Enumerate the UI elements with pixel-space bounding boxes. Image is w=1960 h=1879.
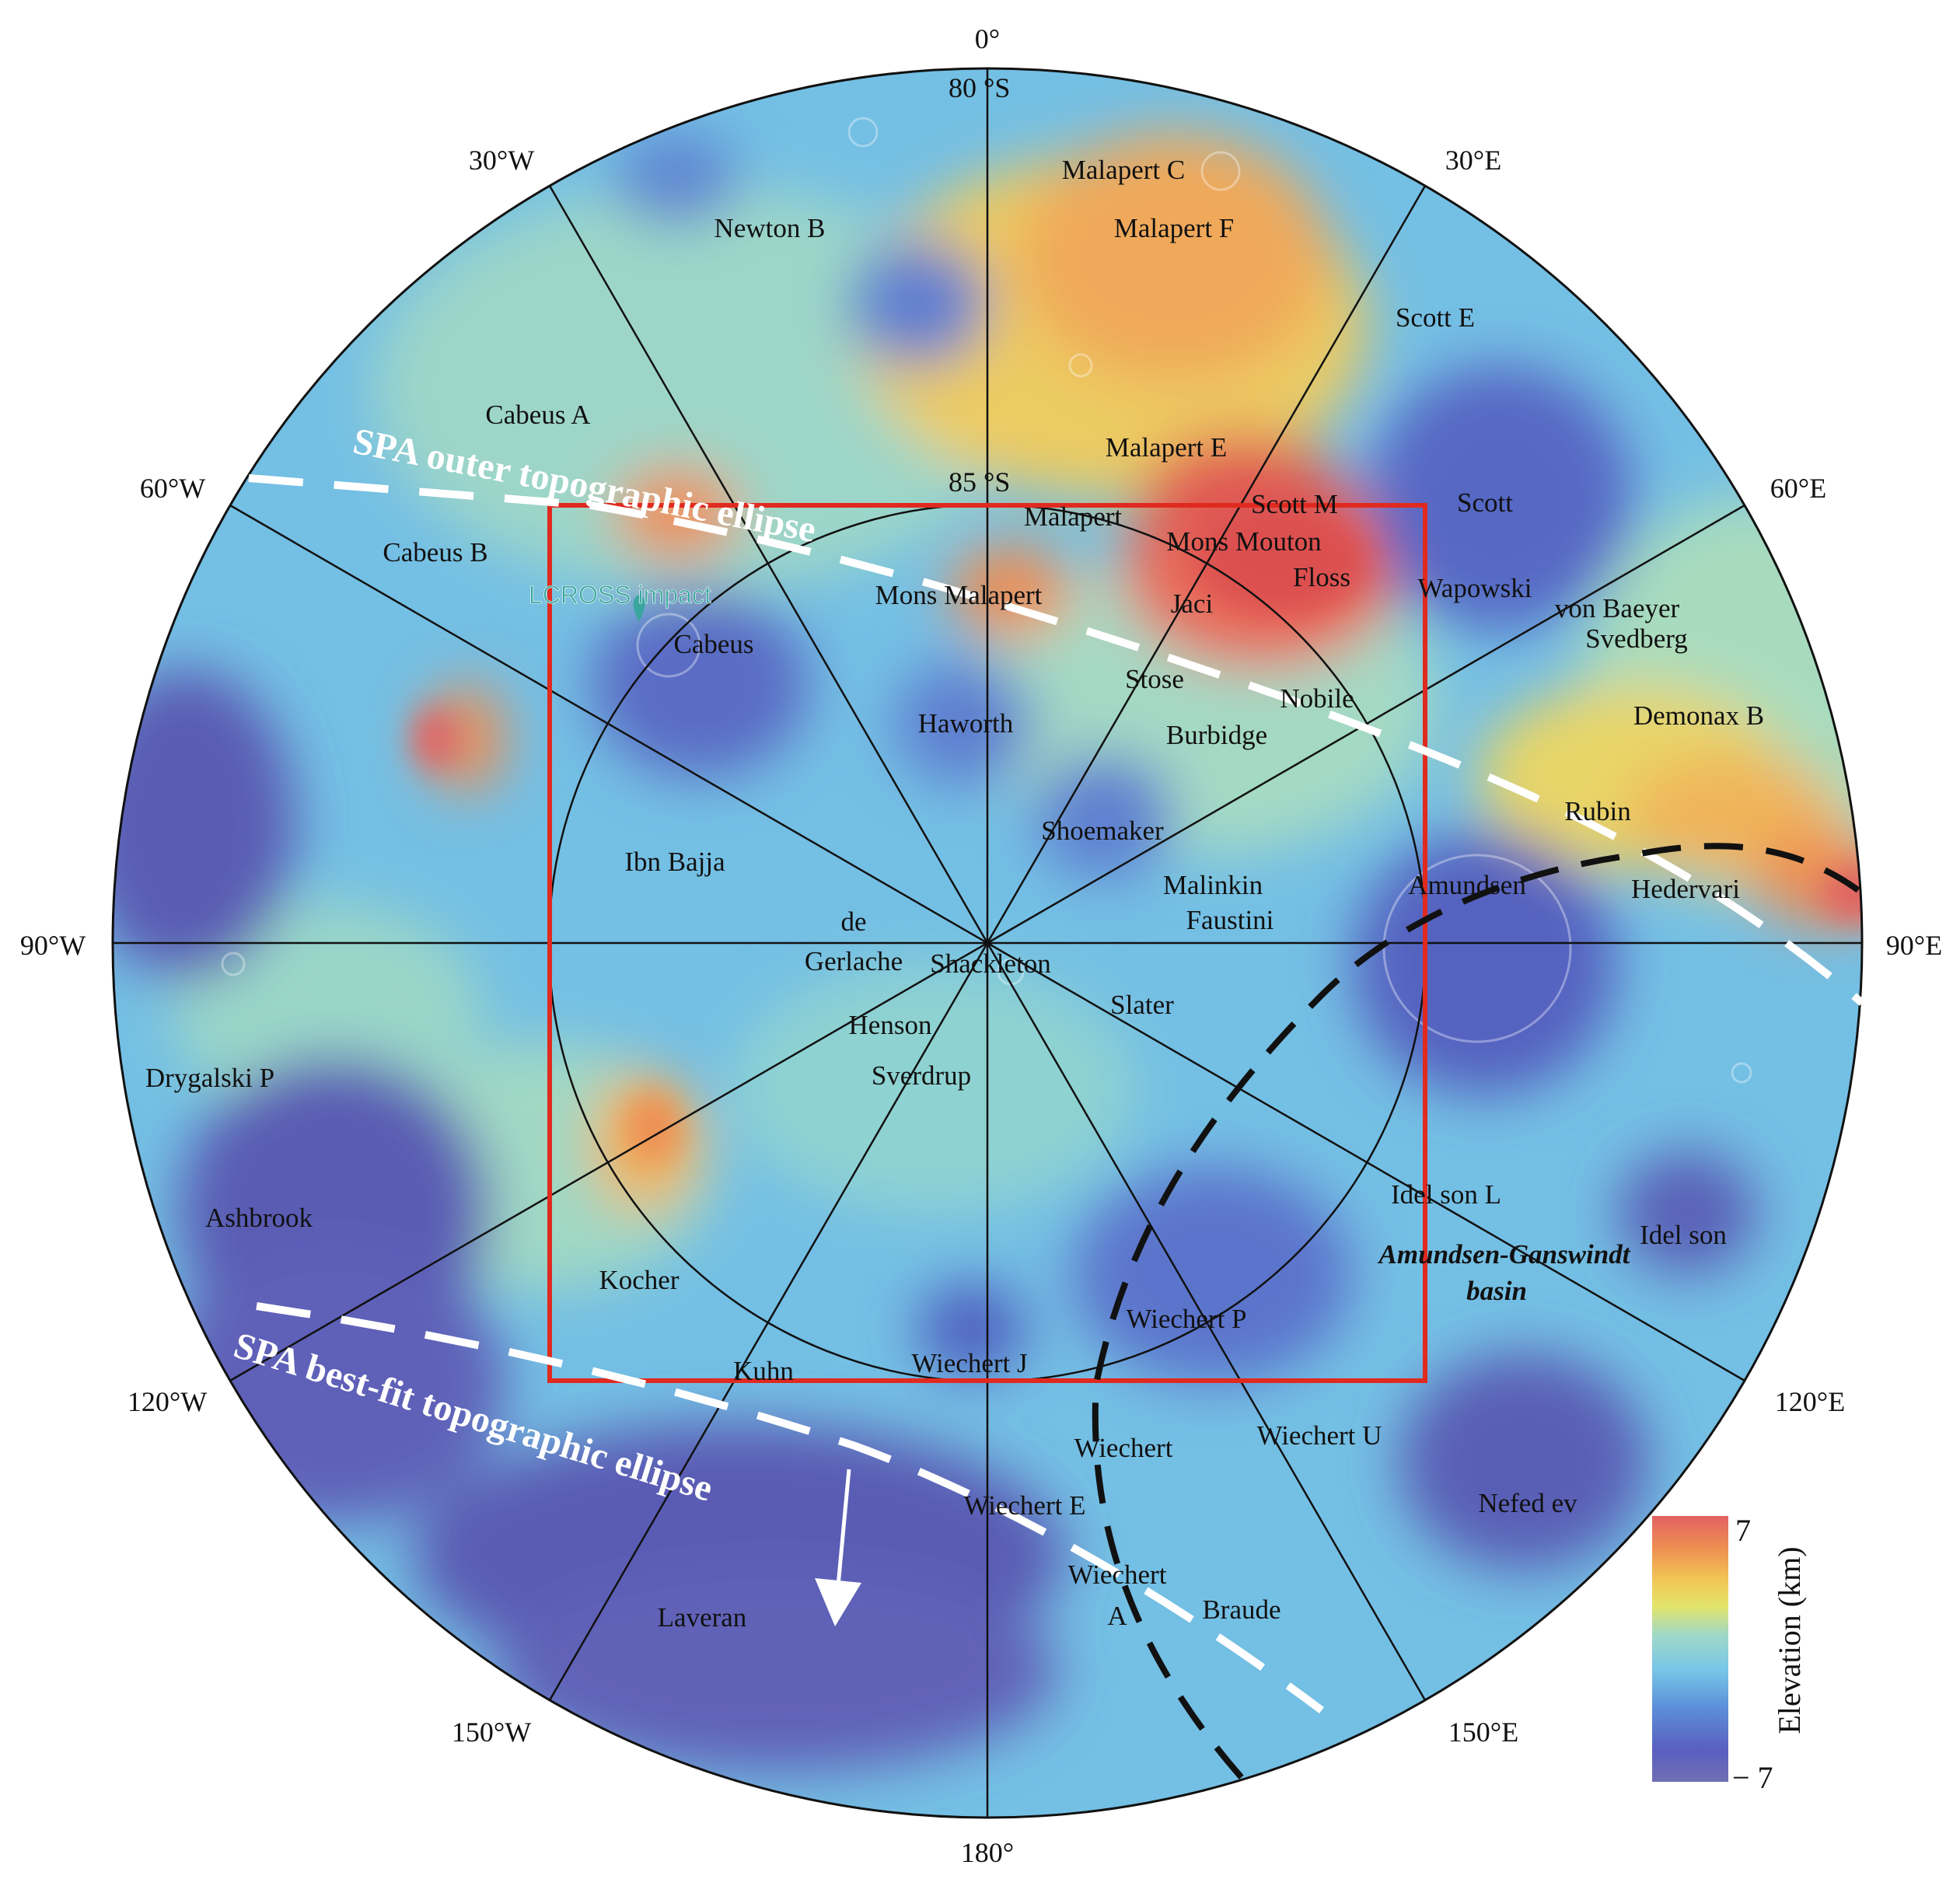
label-nobile: Nobile (1280, 683, 1354, 714)
label-cabeus-b: Cabeus B (383, 537, 487, 568)
label-floss: Floss (1293, 562, 1350, 592)
label-burbidge: Burbidge (1166, 720, 1267, 750)
label-ibn-bajja: Ibn Bajja (624, 847, 725, 877)
basin-label-line2: basin (1466, 1276, 1527, 1306)
label-demonax-b: Demonax B (1633, 700, 1764, 731)
label-drygalski-p: Drygalski P (145, 1063, 274, 1093)
colorbar-title: Elevation (km) (1772, 1546, 1807, 1734)
label-gerlache: Gerlache (805, 946, 903, 976)
colorbar-gradient (1652, 1516, 1728, 1782)
label-shoemaker: Shoemaker (1041, 816, 1164, 846)
label-scott-m: Scott M (1251, 489, 1338, 519)
amundsen-ganswindt-rim-trace (1092, 843, 1860, 1783)
lon-label-120w: 120°W (128, 1386, 207, 1417)
label-laveran: Laveran (658, 1602, 747, 1633)
lon-label-60w: 60°W (140, 473, 205, 504)
label-jaci: Jaci (1171, 588, 1214, 619)
longitude-labels: 0° 30°W 30°E 60°W 60°E 90°W 90°E 120°W 1… (20, 23, 1942, 1868)
lat-label-85: 85 °S (949, 466, 1010, 498)
label-malapert-e: Malapert E (1106, 432, 1227, 463)
label-mons-malapert: Mons Malapert (875, 580, 1043, 610)
lon-label-150w: 150°W (452, 1717, 531, 1748)
label-cabeus-a: Cabeus A (485, 400, 591, 430)
lon-label-90w: 90°W (20, 930, 86, 961)
label-malapert-f: Malapert F (1114, 213, 1235, 243)
label-faustini: Faustini (1186, 905, 1274, 935)
label-ashbrook: Ashbrook (205, 1203, 313, 1233)
label-wiechert-e: Wiechert E (964, 1490, 1086, 1521)
label-malapert-c: Malapert C (1062, 155, 1185, 185)
label-nefed-ev: Nefed ev (1478, 1488, 1577, 1518)
label-idel-son-l: Idel son L (1391, 1179, 1501, 1210)
label-stose: Stose (1125, 664, 1184, 694)
lon-label-30e: 30°E (1445, 145, 1501, 176)
colorbar-min-label: − 7 (1732, 1760, 1773, 1795)
study-area-frame (547, 503, 1427, 1383)
spa-outer-ellipse-trace (248, 474, 1865, 1006)
label-svedberg: Svedberg (1585, 623, 1688, 654)
label-shackleton: Shackleton (930, 948, 1051, 979)
elevation-colorbar: 7 − 7 Elevation (km) (1652, 1513, 1807, 1795)
label-wiechert: Wiechert (1074, 1433, 1173, 1463)
lcross-impact-label: LCROSS impact (529, 581, 711, 609)
lon-label-90e: 90°E (1886, 930, 1942, 961)
spa-bestfit-ellipse-trace (256, 1302, 1324, 1714)
label-amundsen: Amundsen (1408, 870, 1526, 900)
label-kocher: Kocher (599, 1265, 679, 1295)
label-slater: Slater (1110, 990, 1174, 1020)
label-rubin: Rubin (1564, 796, 1631, 826)
lon-label-0: 0° (975, 23, 1000, 54)
label-cabeus: Cabeus (673, 629, 753, 659)
lon-label-150e: 150°E (1448, 1717, 1518, 1748)
label-sverdrup: Sverdrup (872, 1060, 971, 1091)
label-kuhn: Kuhn (733, 1356, 794, 1386)
label-wiechert-j: Wiechert J (911, 1348, 1027, 1378)
basin-label-line1: Amundsen-Ganswindt (1378, 1239, 1631, 1270)
label-de: de (840, 906, 866, 937)
lon-label-120e: 120°E (1775, 1386, 1845, 1417)
lat-label-80: 80 °S (949, 72, 1010, 103)
label-wiechert-a-line2: A (1107, 1601, 1127, 1631)
lon-label-180: 180° (961, 1837, 1014, 1868)
label-haworth: Haworth (918, 708, 1014, 739)
lon-label-30w: 30°W (469, 145, 534, 176)
label-wiechert-a-line1: Wiechert (1068, 1559, 1167, 1590)
label-malinkin: Malinkin (1163, 870, 1263, 900)
label-scott: Scott (1457, 487, 1513, 518)
label-hedervari: Hedervari (1631, 874, 1740, 904)
ellipse-direction-arrow (815, 1469, 861, 1626)
label-wiechert-p: Wiechert P (1126, 1304, 1246, 1334)
label-malapert: Malapert (1024, 501, 1123, 532)
label-newton-b: Newton B (714, 213, 826, 243)
label-braude: Braude (1202, 1594, 1280, 1625)
feature-labels: Newton B Malapert C Malapert F Scott E C… (145, 155, 1764, 1633)
label-mons-mouton: Mons Mouton (1166, 526, 1321, 557)
label-scott-e: Scott E (1396, 302, 1475, 333)
label-wapowski: Wapowski (1418, 573, 1532, 603)
label-von-baeyer: von Baeyer (1555, 593, 1680, 623)
label-henson: Henson (849, 1010, 932, 1040)
lcross-impact-marker (633, 595, 645, 622)
label-wiechert-u: Wiechert U (1257, 1420, 1382, 1451)
lon-label-60e: 60°E (1770, 473, 1826, 504)
colorbar-max-label: 7 (1735, 1513, 1751, 1548)
label-idel-son: Idel son (1640, 1220, 1727, 1250)
